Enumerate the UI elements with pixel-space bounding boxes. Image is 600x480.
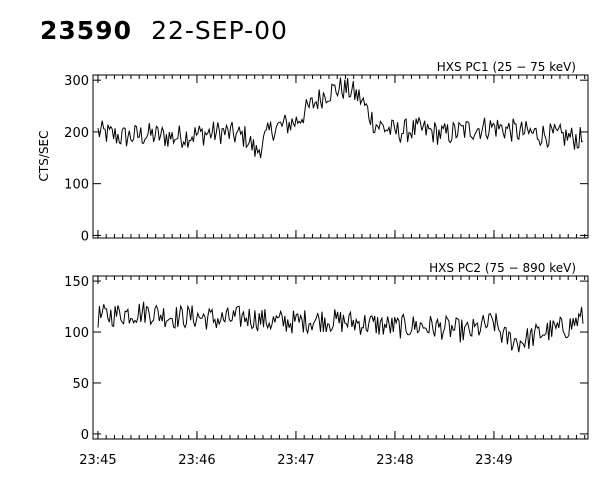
plot-frame-pc1 bbox=[92, 74, 589, 239]
panel-title-pc1: HXS PC1 (25 − 75 keV) bbox=[437, 60, 576, 74]
x-tick-label: 23:46 bbox=[178, 453, 215, 468]
y-tick-label: 150 bbox=[64, 275, 89, 290]
series-line-pc1 bbox=[97, 77, 584, 159]
event-date: 22-SEP-00 bbox=[151, 16, 288, 45]
y-tick-label: 200 bbox=[64, 126, 89, 141]
header: 23590 22-SEP-00 bbox=[40, 16, 288, 45]
y-tick-label: 0 bbox=[81, 428, 89, 443]
x-tick-label: 23:49 bbox=[475, 453, 512, 468]
x-ticks-pc1 bbox=[97, 75, 586, 238]
y-tick-label: 100 bbox=[64, 178, 89, 193]
y-tick-label: 100 bbox=[64, 326, 89, 341]
y-tick-label: 0 bbox=[81, 229, 89, 244]
x-tick-label: 23:45 bbox=[79, 453, 116, 468]
x-tick-label: 23:48 bbox=[376, 453, 413, 468]
y-tick-label: 50 bbox=[72, 377, 89, 392]
series-line-pc2 bbox=[97, 301, 584, 353]
y-ticks-pc2: 0 50 100 150 bbox=[64, 275, 588, 443]
x-tick-label: 23:47 bbox=[277, 453, 314, 468]
y-ticks-pc1: 0 100 200 300 bbox=[64, 74, 588, 244]
x-tick-labels: 23:45 23:46 23:47 23:48 23:49 bbox=[79, 453, 512, 468]
y-axis-label-pc1: CTS/SEC bbox=[37, 131, 51, 182]
event-id: 23590 bbox=[40, 16, 132, 45]
panel-pc2: HXS PC2 (75 − 890 keV) 0 50 100 150 bbox=[64, 261, 589, 443]
plot-frame-pc2 bbox=[92, 275, 589, 440]
panel-pc1: HXS PC1 (25 − 75 keV) CTS/SEC 0 100 200 300 bbox=[37, 60, 589, 244]
x-ticks-pc2 bbox=[97, 276, 586, 439]
panel-title-pc2: HXS PC2 (75 − 890 keV) bbox=[429, 261, 576, 275]
y-tick-label: 300 bbox=[64, 74, 89, 89]
